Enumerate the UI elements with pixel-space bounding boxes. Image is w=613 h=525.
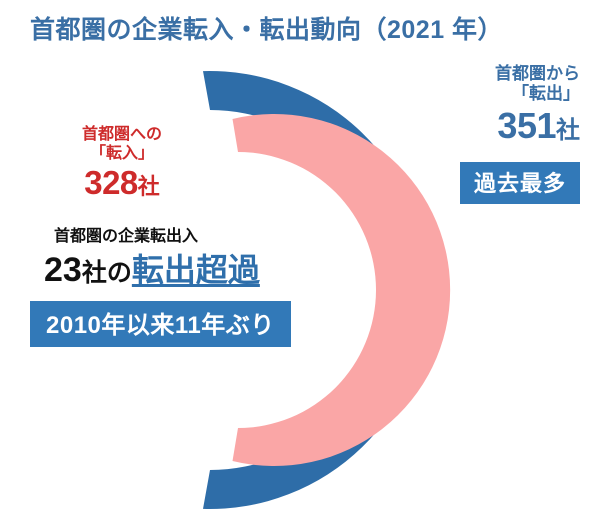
status-badge-since: 2010年以来11年ぶり (30, 301, 291, 347)
inflow-lead-line2: 「転入」 (90, 144, 155, 162)
callout-net-balance: 首都圏の企業転出入 23社の転出超過 (44, 228, 260, 290)
net-unit: 社 (81, 258, 107, 287)
callout-inflow: 首都圏への 「転入」 328社 (82, 126, 162, 202)
net-value: 23 (44, 250, 82, 289)
outflow-figure: 351社 (495, 105, 580, 147)
arc-inflow (232, 114, 451, 466)
outflow-unit: 社 (556, 117, 580, 145)
outflow-lead-line2: 「転出」 (512, 83, 580, 103)
page-title: 首都圏の企業転入・転出動向（2021 年） (30, 16, 504, 44)
inflow-figure: 328社 (82, 164, 162, 202)
callout-outflow: 首都圏から 「転出」 351社 (495, 64, 580, 147)
inflow-value: 328 (84, 164, 138, 202)
net-lead: 首都圏の企業転出入 (54, 228, 199, 245)
outflow-lead-line1: 首都圏から (495, 64, 580, 83)
net-particle: の (106, 258, 132, 287)
status-badge-record: 過去最多 (459, 162, 580, 204)
net-emphasis: 転出超過 (131, 251, 260, 288)
outflow-value: 351 (497, 105, 556, 147)
inflow-lead-line1: 首都圏への (82, 126, 163, 143)
net-headline: 23社の転出超過 (44, 251, 260, 290)
inflow-unit: 社 (137, 174, 160, 200)
